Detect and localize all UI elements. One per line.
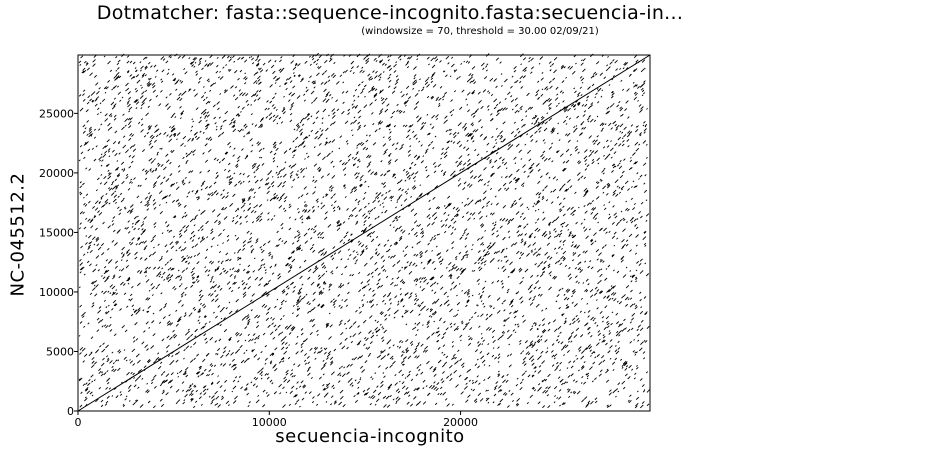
y-axis: 0 5000 10000 15000 20000 25000 xyxy=(39,107,78,418)
x-axis: 0 10000 20000 xyxy=(75,411,478,429)
x-tick-label: 10000 xyxy=(252,416,287,429)
background-dots xyxy=(78,52,651,409)
y-tick-label: 5000 xyxy=(46,345,74,358)
chart-title: Dotmatcher: fasta::sequence-incognito.fa… xyxy=(96,2,684,24)
y-tick-label: 0 xyxy=(67,405,74,418)
x-tick-label: 20000 xyxy=(443,416,478,429)
noise-dots xyxy=(78,52,651,409)
y-tick-label: 25000 xyxy=(39,107,74,120)
diagonal-match-series xyxy=(77,54,651,412)
plot-frame xyxy=(77,54,651,412)
y-tick-label: 10000 xyxy=(39,286,74,299)
y-tick-label: 15000 xyxy=(39,226,74,239)
x-axis-label: secuencia-incognito xyxy=(275,426,465,447)
chart-subtitle: (windowsize = 70, threshold = 30.00 02/0… xyxy=(361,26,599,37)
series-line-0 xyxy=(77,54,651,412)
x-tick-label: 0 xyxy=(75,416,82,429)
y-axis-label: NC-045512.2 xyxy=(7,172,29,297)
y-tick-label: 20000 xyxy=(39,167,74,180)
